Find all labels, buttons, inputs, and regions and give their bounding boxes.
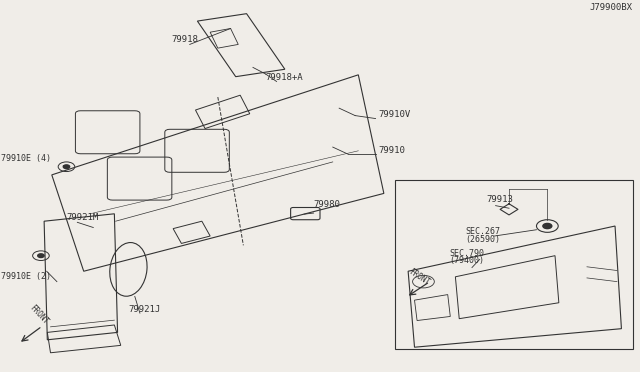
Text: SEC.267: SEC.267 [466, 227, 500, 236]
Text: 79910: 79910 [379, 146, 406, 155]
Text: 79921M: 79921M [67, 213, 99, 222]
Text: 79910E (4): 79910E (4) [1, 154, 51, 163]
Text: (79400): (79400) [450, 256, 484, 265]
Circle shape [63, 165, 70, 169]
Circle shape [543, 224, 552, 229]
Text: 79921J: 79921J [129, 305, 161, 314]
Text: 79910V: 79910V [379, 110, 411, 119]
Circle shape [38, 254, 44, 257]
Text: 79910E (2): 79910E (2) [1, 272, 51, 281]
Text: 79980: 79980 [314, 200, 340, 209]
Text: 79918: 79918 [172, 35, 198, 44]
Text: (26590): (26590) [466, 235, 500, 244]
Text: FRONT: FRONT [28, 303, 50, 326]
Text: 79913: 79913 [486, 195, 513, 203]
Text: FRONT: FRONT [408, 267, 432, 287]
Text: J79900BX: J79900BX [590, 3, 633, 12]
Text: 79918+A: 79918+A [266, 73, 303, 81]
Text: SEC.790: SEC.790 [450, 249, 484, 259]
Bar [396, 180, 633, 349]
